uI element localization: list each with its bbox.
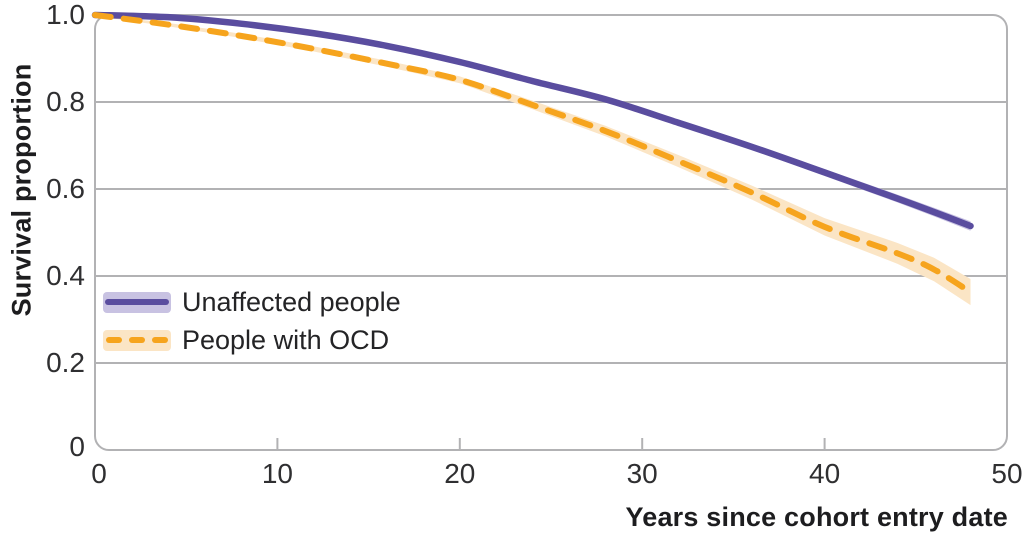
x-tick-label-20: 20 [444, 458, 476, 489]
x-tick-label-10: 10 [261, 458, 293, 489]
legend-swatch-unaffected [103, 291, 171, 313]
x-axis-label: Years since cohort entry date [625, 502, 1008, 532]
y-tick-label-0.8: 0.8 [46, 86, 85, 117]
x-tick-label-30: 30 [626, 458, 658, 489]
ci-band-ocd [95, 15, 971, 306]
x-tick-label-40: 40 [809, 458, 841, 489]
y-axis-label: Survival proportion [6, 63, 37, 317]
y-tick-label-1.0: 1.0 [46, 0, 85, 30]
dashed-line-icon [106, 337, 168, 343]
y-tick-label-0.2: 0.2 [46, 347, 85, 378]
legend-label-unaffected: Unaffected people [182, 286, 401, 317]
series-line-unaffected [91, 11, 974, 230]
x-tick-label-50: 50 [991, 458, 1023, 489]
plot-frame [94, 14, 1008, 451]
y-tick-label-0.6: 0.6 [46, 173, 85, 204]
y-tick-label-0.4: 0.4 [46, 260, 85, 291]
legend-label-ocd: People with OCD [182, 324, 390, 355]
legend: Unaffected people People with OCD [103, 283, 401, 359]
x-tick-label-0: 0 [91, 458, 107, 489]
legend-item-ocd: People with OCD [103, 321, 401, 359]
series-line-ocd [92, 12, 974, 296]
y-tick-label-0: 0 [69, 431, 85, 462]
legend-item-unaffected: Unaffected people [103, 283, 401, 321]
solid-line-icon [105, 299, 169, 305]
legend-swatch-ocd [103, 329, 171, 351]
ci-band-unaffected [95, 15, 971, 231]
